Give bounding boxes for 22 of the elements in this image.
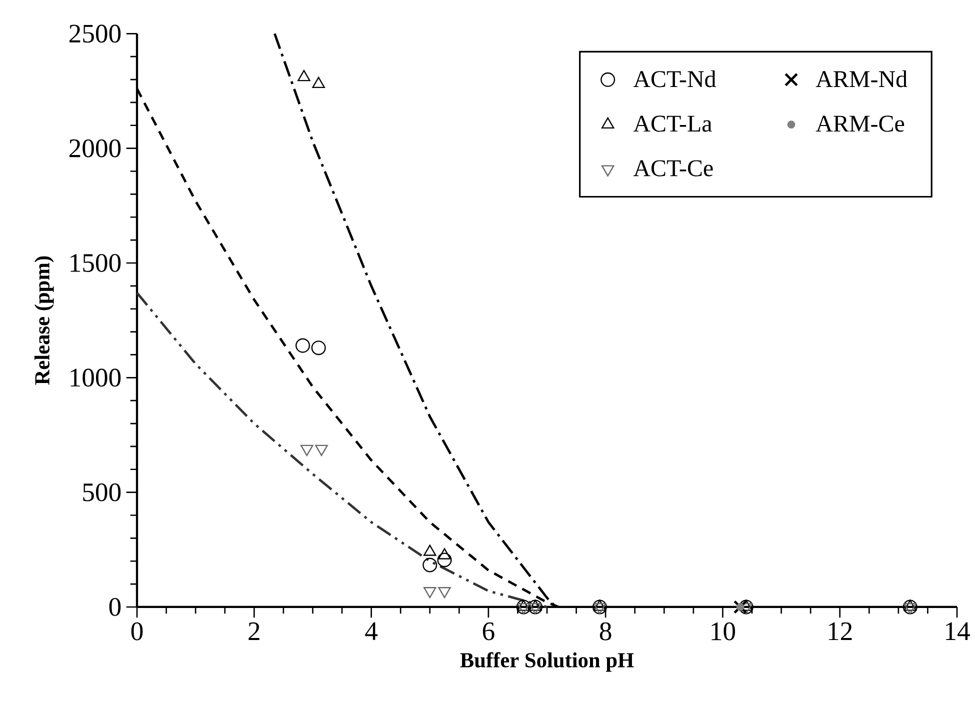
line-series: [136, 292, 548, 608]
x-tick-label: 4: [365, 622, 378, 640]
y-tick-label: 2000: [69, 139, 121, 158]
x-axis-title: Buffer Solution pH: [460, 652, 634, 672]
y-tick-label: 1500: [70, 254, 121, 272]
x-tick-label: 10: [712, 622, 736, 640]
y-tick-label: 0: [109, 598, 121, 616]
legend-label: ARM-Nd: [816, 70, 908, 88]
legend-label: ARM-Ce: [816, 116, 904, 132]
x-tick-label: 6: [482, 622, 494, 640]
y-tick-label: 1000: [70, 368, 121, 387]
legend-label: ACT-Ce: [633, 160, 713, 176]
legend-label: ACT-Nd: [633, 70, 716, 88]
y-tick-label: 2500: [69, 24, 121, 43]
x-tick-label: 2: [248, 622, 260, 640]
legend-label: ACT-La: [633, 116, 712, 132]
x-tick-label: 8: [600, 622, 612, 640]
x-tick-label: 14: [946, 622, 970, 640]
y-axis-title: Release (ppm): [34, 256, 54, 385]
x-tick-label: 12: [828, 622, 852, 640]
x-tick-label: 0: [131, 622, 143, 640]
y-tick-label: 500: [83, 483, 121, 502]
